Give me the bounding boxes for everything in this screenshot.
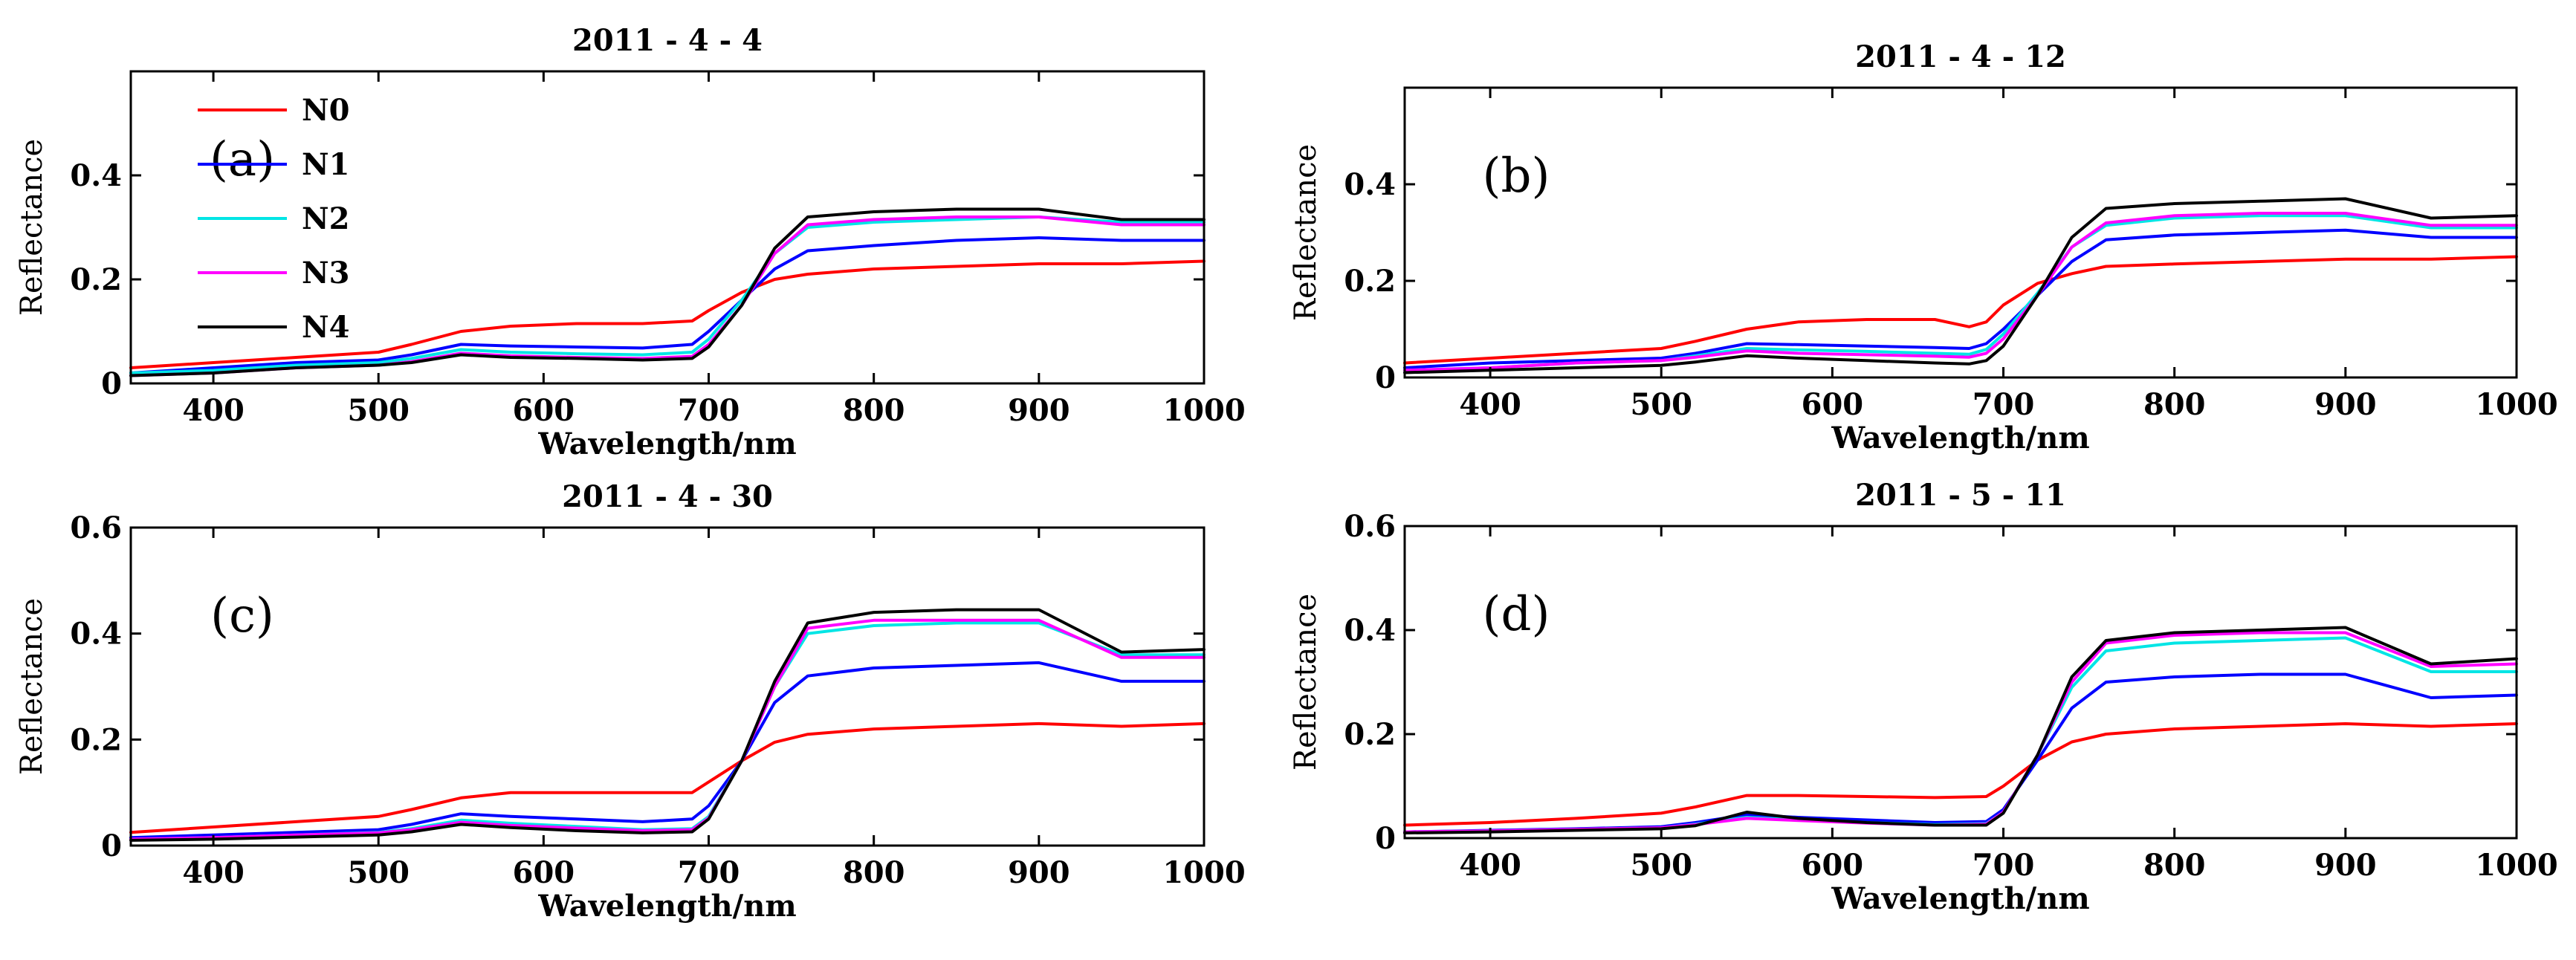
x-axis-label: Wavelength/nm [537,889,796,924]
y-tick-label: 0.4 [1344,613,1396,648]
panel-letter: (c) [210,588,274,643]
chart-title: 2011 - 4 - 12 [1855,39,2066,74]
series-line-n2 [129,621,1206,841]
y-tick-label: 0.4 [70,617,122,652]
series-line-n3 [1403,212,2518,372]
chart-title: 2011 - 4 - 4 [572,23,763,58]
x-tick-label: 800 [843,393,905,428]
x-tick-label: 400 [1459,387,1521,422]
legend-label: N2 [302,201,349,236]
series-line-n2 [1403,636,2518,834]
series-line-n0 [129,259,1206,369]
x-tick-label: 500 [347,393,410,428]
legend-label: N0 [302,93,349,128]
y-tick-label: 0.2 [1344,264,1396,299]
x-tick-label: 700 [1973,848,2035,883]
y-tick-label: 0.2 [70,722,122,757]
legend-label: N3 [302,256,349,291]
x-tick-label: 400 [1459,848,1521,883]
y-tick-label: 0.2 [70,262,122,297]
x-tick-label: 600 [1802,848,1864,883]
x-tick-label: 600 [513,855,575,890]
y-tick-label: 0.6 [70,510,122,545]
plot-frame [129,70,1206,385]
x-axis-label: Wavelength/nm [1831,421,2089,455]
x-tick-label: 500 [347,855,410,890]
plot-frame [1403,86,2518,379]
x-tick-label: 1000 [2475,387,2557,422]
chart-panel-d: 2011 - 5 - 11 400 500 600 700 800 900 1000 0 0.2 0… [1289,478,2558,916]
series-line-n0 [1403,722,2518,827]
series-line-n3 [129,215,1206,377]
y-axis-label: Reflectance [15,139,49,316]
y-tick-label: 0.4 [1344,167,1396,202]
legend: N0 N1 N2 N3 N4 [198,93,349,345]
x-tick-label: 900 [2314,387,2377,422]
y-tick-label: 0.2 [1344,717,1396,752]
y-tick-label: 0 [1375,360,1396,395]
legend-label: N1 [302,147,349,182]
x-tick-label: 700 [1973,387,2035,422]
x-tick-label: 400 [182,855,245,890]
x-tick-label: 600 [1802,387,1864,422]
x-tick-label: 900 [1008,855,1070,890]
x-tick-label: 500 [1630,387,1692,422]
series-line-n0 [1403,255,2518,365]
series-line-n4 [129,207,1206,377]
chart-panel-b: 2011 - 4 - 12 400 500 600 700 800 900 1000 0 0.2 0… [1289,39,2558,455]
y-tick-label: 0.6 [1344,509,1396,544]
x-tick-label: 900 [2314,848,2377,883]
x-axis-label: Wavelength/nm [1831,881,2089,916]
panel-letter: (b) [1483,149,1550,204]
series-line-n1 [1403,228,2518,369]
series-line-n4 [1403,626,2518,834]
series-line-n1 [129,661,1206,840]
x-tick-label: 800 [2143,387,2206,422]
series-line-n3 [129,618,1206,841]
series-line-n1 [1403,672,2518,834]
x-tick-label: 500 [1630,848,1692,883]
x-tick-label: 900 [1008,393,1070,428]
x-tick-label: 700 [678,855,740,890]
chart-panel-a: 2011 - 4 - 4 400 500 600 700 800 900 1000 0 0.2 0.… [15,23,1246,461]
chart-title: 2011 - 4 - 30 [562,479,773,514]
series-line-n3 [1403,631,2518,834]
series-line-n2 [129,215,1206,374]
y-tick-label: 0.4 [70,158,122,193]
y-axis-label: Reflectance [1289,144,1323,321]
y-tick-label: 0 [1375,821,1396,856]
y-axis-label: Reflectance [1289,594,1323,771]
y-axis-label: Reflectance [15,598,49,775]
x-tick-label: 1000 [2475,848,2557,883]
x-tick-label: 400 [182,393,245,428]
y-tick-label: 0 [101,366,122,401]
x-tick-label: 600 [513,393,575,428]
x-tick-label: 700 [678,393,740,428]
x-tick-label: 1000 [1162,855,1245,890]
series-line-n4 [1403,197,2518,374]
series-line-n1 [129,236,1206,374]
x-tick-label: 1000 [1162,393,1245,428]
y-tick-label: 0 [101,828,122,863]
series-line-n0 [129,721,1206,834]
x-tick-label: 800 [2143,848,2206,883]
chart-panel-c: 2011 - 4 - 30 400 500 600 700 800 900 1000 0 0.2 0… [15,479,1246,924]
panel-letter: (a) [210,132,275,187]
series-line-n4 [129,608,1206,842]
panel-letter: (d) [1483,587,1550,642]
plot-frame [1403,525,2518,840]
plot-frame [129,526,1206,847]
legend-label: N4 [302,310,349,345]
x-axis-label: Wavelength/nm [537,427,796,461]
x-tick-label: 800 [843,855,905,890]
chart-title: 2011 - 5 - 11 [1855,478,2066,513]
